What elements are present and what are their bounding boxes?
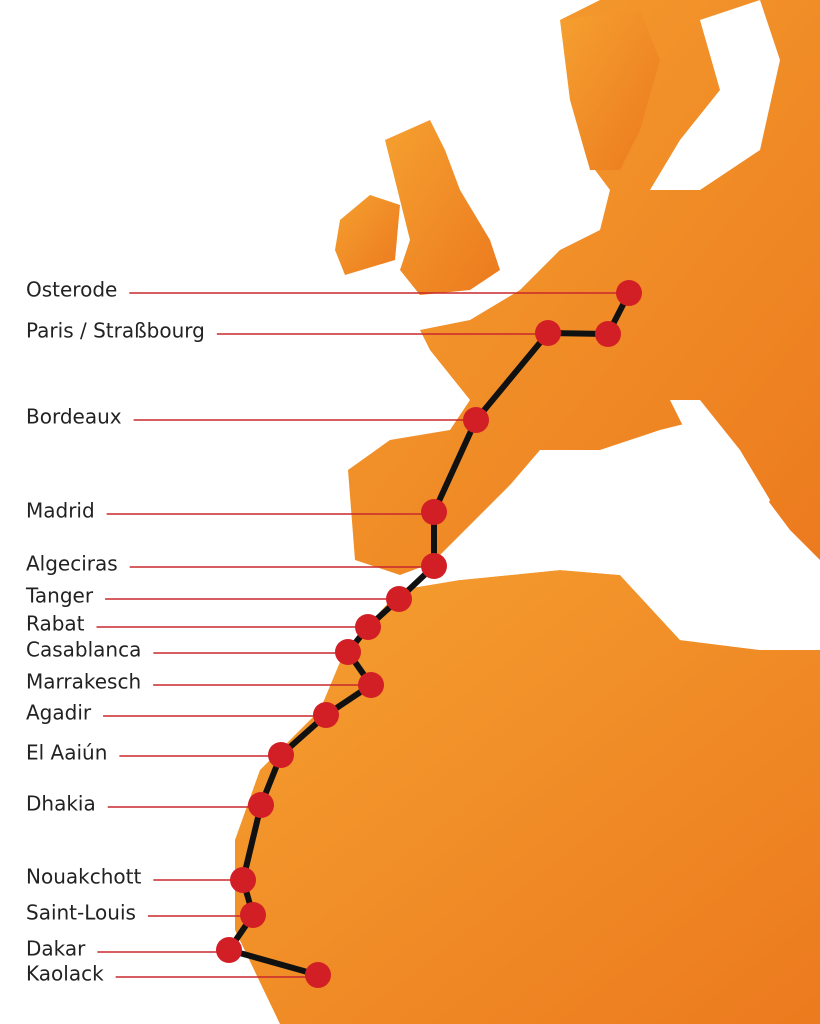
stop-label: Nouakchott: [26, 865, 141, 889]
stop-dot: [216, 937, 242, 963]
north-sea: [470, 0, 590, 280]
stop-label: Dhakia: [26, 792, 96, 816]
stop-dot: [313, 702, 339, 728]
stop-dot: [230, 867, 256, 893]
stop-dot: [421, 553, 447, 579]
mediterranean: [420, 450, 820, 650]
stop-label: Tanger: [25, 584, 94, 608]
adriatic: [670, 400, 770, 520]
stop-label: El Aaiún: [26, 741, 107, 765]
stop-dot: [386, 586, 412, 612]
stop-label: Dakar: [26, 937, 86, 961]
stop-dot: [335, 639, 361, 665]
stop-dot: [535, 320, 561, 346]
stop-dot: [305, 962, 331, 988]
scandinavia: [560, 10, 660, 170]
great-britain: [385, 120, 500, 295]
stop-dot: [358, 672, 384, 698]
stop-dot: [463, 407, 489, 433]
stop-label: Saint-Louis: [26, 901, 136, 925]
baltic-sea: [650, 0, 780, 190]
stop-label: Rabat: [26, 612, 85, 636]
stop-label: Osterode: [26, 278, 117, 302]
stop-label: Algeciras: [26, 552, 118, 576]
stop-dot: [268, 742, 294, 768]
stop-dot: [355, 614, 381, 640]
stop-dot: [616, 280, 642, 306]
stop-label: Casablanca: [26, 638, 141, 662]
stop-dot: [240, 902, 266, 928]
stop-label: Agadir: [26, 701, 92, 725]
stop-label: Paris / Straßbourg: [26, 319, 205, 343]
stop-dot: [595, 321, 621, 347]
stop-dot: [248, 792, 274, 818]
stop-label: Kaolack: [26, 962, 104, 986]
stop-label: Marrakesch: [26, 670, 141, 694]
stop-label: Madrid: [26, 499, 95, 523]
stop-dot: [421, 499, 447, 525]
ireland: [335, 195, 400, 275]
sea: [420, 0, 820, 650]
stop-label: Bordeaux: [26, 405, 122, 429]
